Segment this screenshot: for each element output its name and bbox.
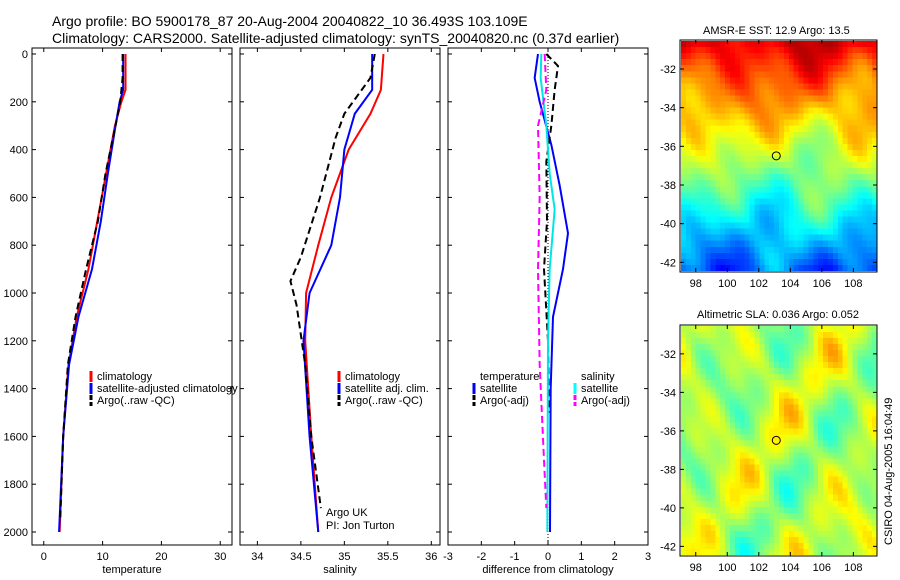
temp-legend-label: Argo(..raw -QC): [97, 395, 175, 407]
map-frame: [679, 39, 878, 273]
series-line-salinity-satellite: [539, 53, 556, 533]
x-tick-label: 35: [338, 551, 350, 563]
x-tick-label: 2: [612, 551, 618, 563]
x-axis-label: temperature: [102, 564, 161, 576]
map-y-tick-label: -40: [660, 219, 676, 231]
map-x-tick-label: 106: [813, 562, 831, 574]
map-x-tick-label: 98: [690, 278, 702, 290]
annotation-argo-uk: Argo UK: [326, 507, 368, 519]
x-tick-label: -2: [476, 551, 486, 563]
map-x-tick-label: 106: [813, 278, 831, 290]
x-tick-label: 0: [41, 551, 47, 563]
sal-legend-label: satellite adj. clim.: [345, 383, 429, 395]
series-line-climatology: [304, 53, 385, 533]
sla-heatmap: [681, 326, 877, 555]
x-axis-label: salinity: [323, 564, 357, 576]
y-tick-label: 1600: [4, 431, 28, 443]
sla-map-title: Altimetric SLA: 0.036 Argo: 0.052: [697, 309, 860, 321]
series-line-argo-raw-qc-: [289, 53, 376, 509]
sst-heatmap: [681, 41, 877, 271]
y-tick-label: 2000: [4, 527, 28, 539]
y-tick-label: 1000: [4, 288, 28, 300]
map-y-tick-label: -34: [660, 387, 676, 399]
figure-title-line1: Argo profile: BO 5900178_87 20-Aug-2004 …: [52, 13, 528, 29]
map-x-tick-label: 100: [718, 562, 736, 574]
y-tick-label: 1400: [4, 384, 28, 396]
x-tick-label: 35.5: [377, 551, 398, 563]
y-tick-label: 600: [10, 192, 28, 204]
series-line-temperature-argo-adj-: [542, 53, 560, 413]
map-x-tick-label: 104: [781, 562, 799, 574]
x-tick-label: 34: [251, 551, 263, 563]
map-x-tick-label: 104: [781, 278, 799, 290]
y-tick-label: 800: [10, 240, 28, 252]
sst-map-title: AMSR-E SST: 12.9 Argo: 13.5: [703, 25, 850, 37]
map-frame: [679, 324, 878, 557]
credit-timestamp: CSIRO 04-Aug-2005 16:04:49: [883, 397, 895, 545]
y-tick-label: 1800: [4, 479, 28, 491]
map-x-tick-label: 108: [844, 562, 862, 574]
map-x-tick-label: 98: [690, 562, 702, 574]
series-line-argo-raw-qc-: [59, 54, 124, 521]
diff-temp-legend-label: temperature: [480, 371, 539, 383]
x-tick-label: -1: [510, 551, 520, 563]
diff-sal-legend-label: satellite: [581, 383, 618, 395]
series-line-salinity-argo-adj-: [536, 53, 548, 509]
series-line-temperature-satellite: [533, 53, 570, 533]
map-x-tick-label: 108: [844, 278, 862, 290]
series-line-satellite-adjusted-climatology: [58, 54, 125, 533]
x-tick-label: 34.5: [290, 551, 311, 563]
x-axis-label: difference from climatology: [482, 564, 614, 576]
x-tick-label: 30: [214, 551, 226, 563]
map-y-tick-label: -32: [660, 64, 676, 76]
temp-legend-label: climatology: [97, 371, 153, 383]
y-tick-label: 200: [10, 97, 28, 109]
axes-frame-0: [31, 47, 233, 546]
x-tick-label: 0: [545, 551, 551, 563]
y-tick-label: 0: [22, 49, 28, 61]
x-tick-label: 3: [645, 551, 651, 563]
sal-legend-label: climatology: [345, 371, 401, 383]
map-y-tick-label: -38: [660, 464, 676, 476]
diff-temp-legend-label: Argo(-adj): [480, 395, 529, 407]
x-tick-label: 10: [96, 551, 108, 563]
sal-legend-label: Argo(..raw -QC): [345, 395, 423, 407]
map-y-tick-label: -36: [660, 141, 676, 153]
x-tick-label: 20: [155, 551, 167, 563]
axes-frame-1: [239, 47, 441, 546]
map-y-tick-label: -42: [660, 257, 676, 269]
x-tick-label: -3: [443, 551, 453, 563]
map-y-tick-label: -40: [660, 503, 676, 515]
x-tick-label: 1: [578, 551, 584, 563]
y-tick-label: 400: [10, 145, 28, 157]
diff-sal-legend-label: Argo(-adj): [581, 395, 630, 407]
annotation-pi: PI: Jon Turton: [326, 520, 394, 532]
map-y-tick-label: -42: [660, 541, 676, 553]
argo-position-marker: [771, 151, 781, 161]
temp-legend-label: satellite-adjusted climatology: [97, 383, 238, 395]
map-y-tick-label: -34: [660, 103, 676, 115]
y-tick-label: 1200: [4, 336, 28, 348]
map-x-tick-label: 102: [750, 278, 768, 290]
argo-position-marker: [771, 435, 781, 445]
map-x-tick-label: 102: [750, 562, 768, 574]
map-x-tick-label: 100: [718, 278, 736, 290]
diff-sal-legend-label: salinity: [581, 371, 615, 383]
diff-temp-legend-label: satellite: [480, 383, 517, 395]
figure-title-line2: Climatology: CARS2000. Satellite-adjuste…: [52, 30, 620, 46]
x-tick-label: 36: [425, 551, 437, 563]
map-y-tick-label: -38: [660, 180, 676, 192]
map-y-tick-label: -36: [660, 426, 676, 438]
map-y-tick-label: -32: [660, 349, 676, 361]
